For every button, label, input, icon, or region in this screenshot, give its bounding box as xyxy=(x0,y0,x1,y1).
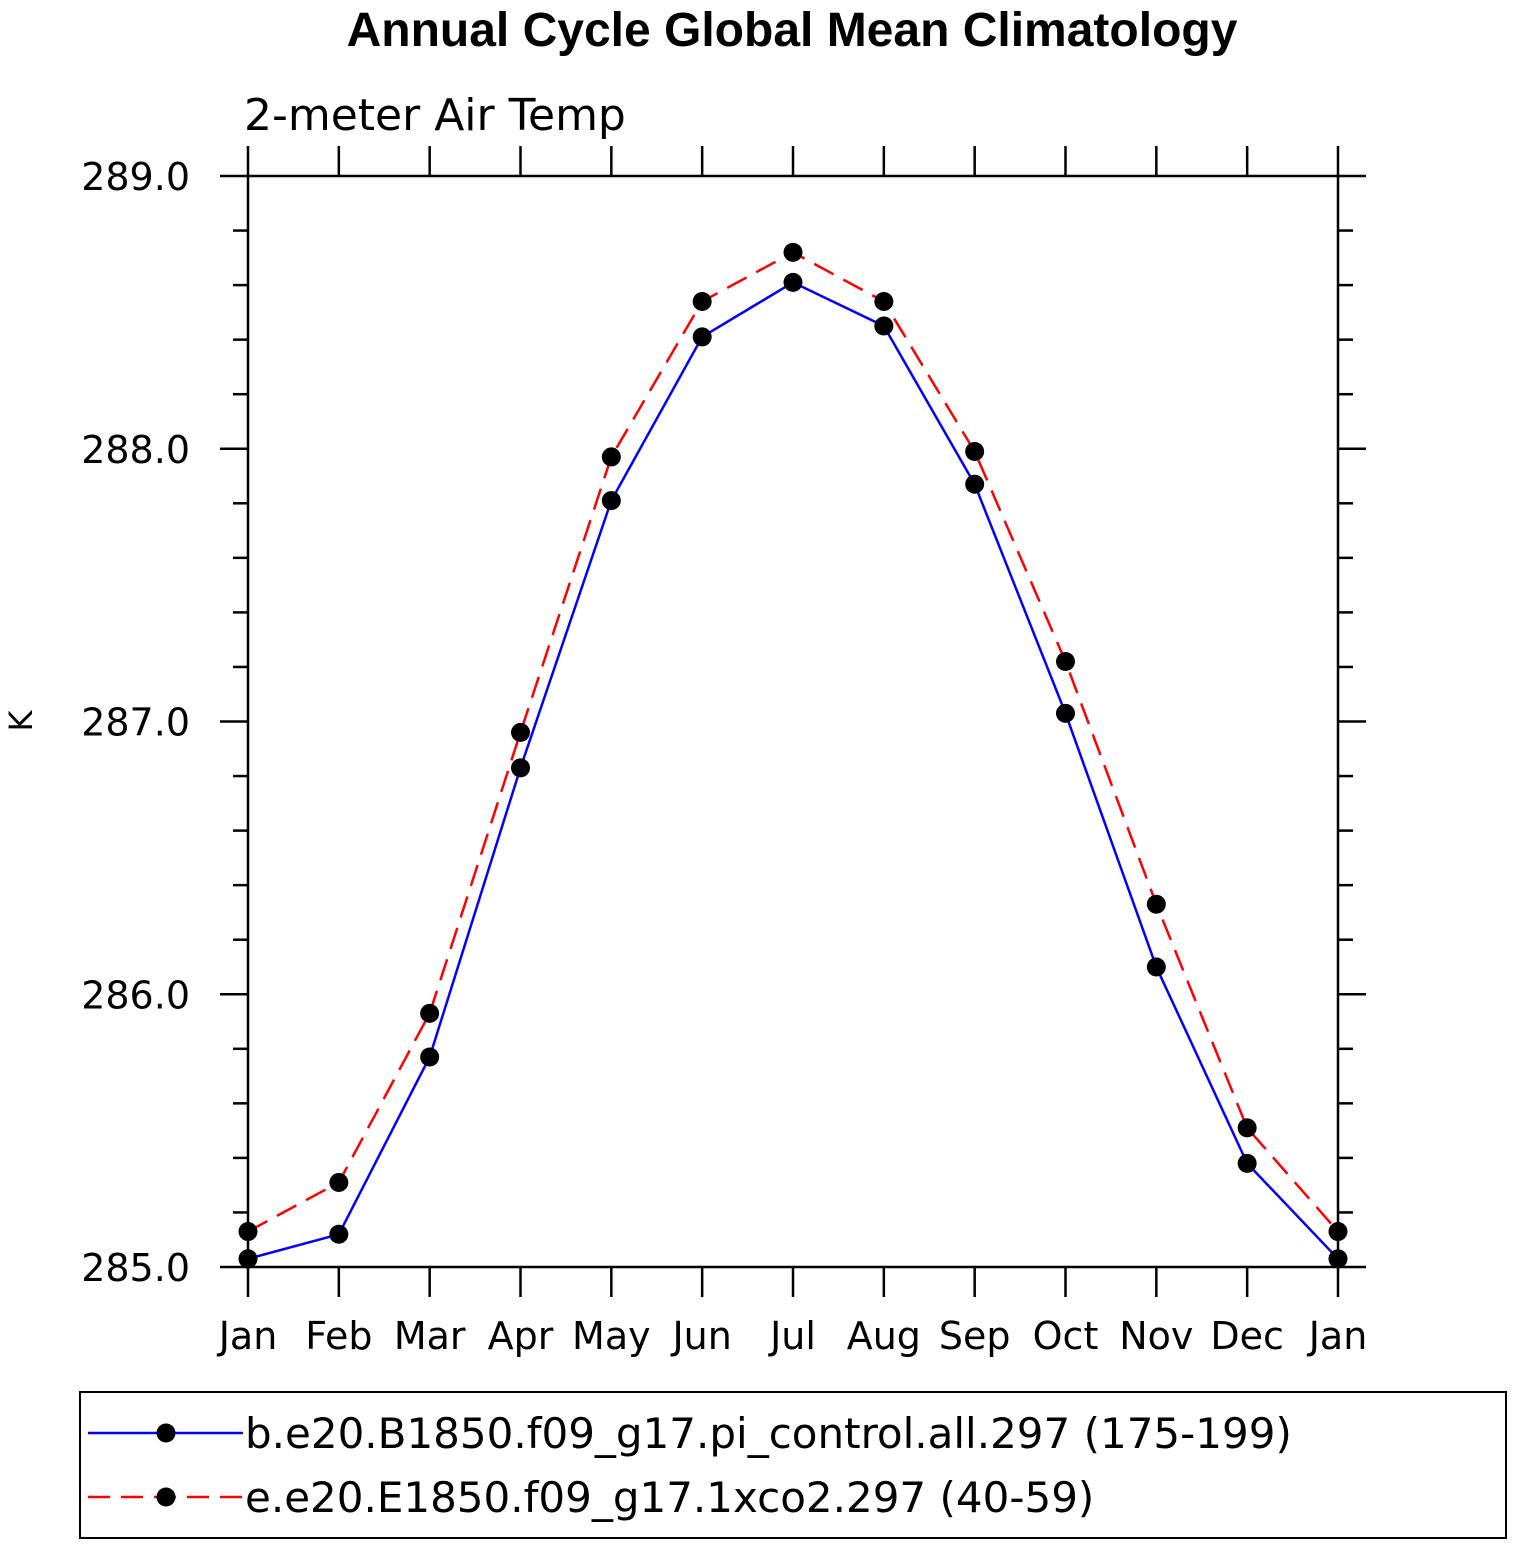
x-tick-label: Jun xyxy=(670,1314,731,1358)
legend-items: b.e20.B1850.f09_g17.pi_control.all.297 (… xyxy=(88,1409,1292,1522)
data-point-series-1 xyxy=(1056,703,1075,723)
y-tick-label: 286.0 xyxy=(81,973,190,1017)
x-tick-label: Feb xyxy=(305,1314,372,1358)
data-point-series-2 xyxy=(874,291,894,311)
x-tick-label: Jul xyxy=(768,1314,816,1358)
legend-label-2: e.e20.E1850.f09_g17.1xco2.297 (40-59) xyxy=(245,1473,1094,1522)
y-tick-label: 287.0 xyxy=(81,701,190,745)
series-group xyxy=(238,242,1348,1269)
data-point-series-1 xyxy=(1146,957,1166,977)
data-point-series-1 xyxy=(238,1249,258,1269)
data-point-series-2 xyxy=(238,1222,258,1242)
x-tick-label: Aug xyxy=(847,1314,921,1358)
data-point-series-2 xyxy=(1237,1118,1257,1138)
data-point-series-2 xyxy=(601,447,621,467)
data-point-series-1 xyxy=(1237,1153,1257,1173)
series-line-1 xyxy=(247,280,1339,1261)
y-axis-label: K xyxy=(2,709,40,731)
plot-frame xyxy=(246,174,1340,1269)
data-point-series-1 xyxy=(692,327,712,347)
data-point-series-1 xyxy=(1328,1249,1348,1269)
x-tick-label: Apr xyxy=(488,1314,554,1358)
x-tick-label: Nov xyxy=(1119,1314,1193,1358)
legend: b.e20.B1850.f09_g17.pi_control.all.297 (… xyxy=(79,1391,1507,1539)
data-point-series-2 xyxy=(1328,1222,1348,1242)
legend-marker-1 xyxy=(156,1423,176,1443)
data-point-series-1 xyxy=(511,758,530,778)
data-point-series-2 xyxy=(692,291,712,311)
y-tick-label: 288.0 xyxy=(81,428,190,472)
chart-subtitle: 2-meter Air Temp xyxy=(244,90,626,141)
x-tick-label: Oct xyxy=(1033,1314,1099,1358)
x-tick-label: Jan xyxy=(217,1314,278,1358)
data-point-series-1 xyxy=(420,1047,440,1067)
x-tick-label: Dec xyxy=(1210,1314,1284,1358)
y-tick-label: 285.0 xyxy=(81,1246,190,1290)
data-point-series-1 xyxy=(601,491,621,511)
legend-marker-2 xyxy=(156,1487,176,1507)
legend-label-1: b.e20.B1850.f09_g17.pi_control.all.297 (… xyxy=(245,1409,1292,1458)
data-point-series-2 xyxy=(420,1003,440,1023)
data-point-series-2 xyxy=(965,441,985,461)
data-point-series-2 xyxy=(1146,894,1166,914)
data-point-series-1 xyxy=(783,272,803,292)
x-tick-label: May xyxy=(572,1314,651,1358)
chart-title: Annual Cycle Global Mean Climatology xyxy=(347,4,1238,57)
data-point-series-1 xyxy=(965,474,985,494)
data-point-series-2 xyxy=(329,1172,349,1192)
data-point-series-1 xyxy=(329,1224,349,1244)
series-line-2 xyxy=(247,250,1339,1233)
data-point-series-2 xyxy=(1056,651,1075,671)
legend-box xyxy=(79,1391,1507,1539)
axes-group: Jan Feb Mar Apr May Jun Jul Aug Sep Oct Nov Dec Jan 2… xyxy=(81,146,1367,1358)
data-point-series-1 xyxy=(874,316,894,336)
x-tick-label: Sep xyxy=(939,1314,1011,1358)
data-point-series-2 xyxy=(783,242,803,262)
x-tick-label: Jan xyxy=(1307,1314,1368,1358)
data-point-series-2 xyxy=(511,722,530,742)
x-tick-label: Mar xyxy=(394,1314,466,1358)
y-tick-label: 289.0 xyxy=(81,155,190,199)
